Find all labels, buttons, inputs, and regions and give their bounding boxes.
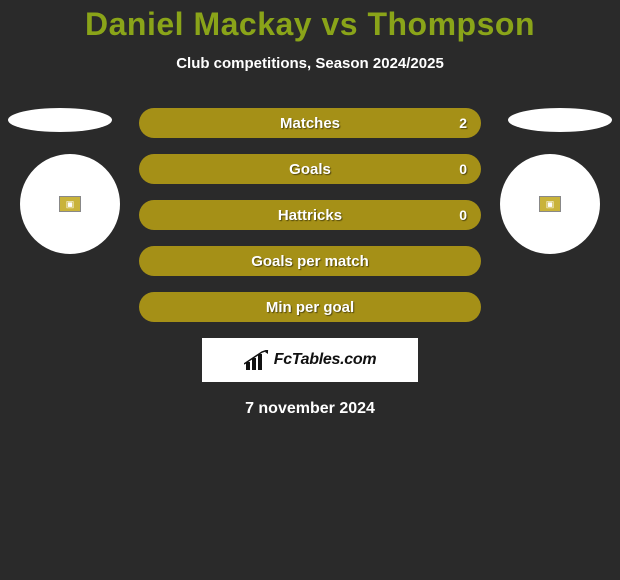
- stat-label: Hattricks: [278, 207, 342, 224]
- brand-logo[interactable]: FcTables.com: [202, 338, 418, 382]
- player-name-oval-left: [8, 108, 112, 132]
- stat-row: Matches 2: [139, 108, 481, 138]
- stats-list: Matches 2 Goals 0 Hattricks 0 Goals per …: [139, 108, 481, 322]
- stat-row: Goals per match: [139, 246, 481, 276]
- stat-row: Hattricks 0: [139, 200, 481, 230]
- stat-row: Goals 0: [139, 154, 481, 184]
- content-area: ▣ ▣ Matches 2 Goals 0 Hattricks 0 Goals …: [0, 108, 620, 418]
- date-text: 7 november 2024: [0, 400, 620, 418]
- stat-label: Goals per match: [251, 253, 369, 270]
- player-avatar-right: ▣: [500, 154, 600, 254]
- stat-label: Matches: [280, 115, 340, 132]
- subtitle: Club competitions, Season 2024/2025: [0, 55, 620, 72]
- stat-label: Min per goal: [266, 299, 354, 316]
- stat-value: 2: [459, 115, 467, 131]
- stat-label: Goals: [289, 161, 331, 178]
- stat-value: 0: [459, 161, 467, 177]
- player-avatar-left: ▣: [20, 154, 120, 254]
- player-name-oval-right: [508, 108, 612, 132]
- image-placeholder-icon: ▣: [539, 196, 561, 212]
- image-placeholder-icon: ▣: [59, 196, 81, 212]
- page-title: Daniel Mackay vs Thompson: [0, 0, 620, 43]
- stat-row: Min per goal: [139, 292, 481, 322]
- chart-icon: [244, 350, 270, 370]
- stat-value: 0: [459, 207, 467, 223]
- brand-text: FcTables.com: [274, 351, 377, 369]
